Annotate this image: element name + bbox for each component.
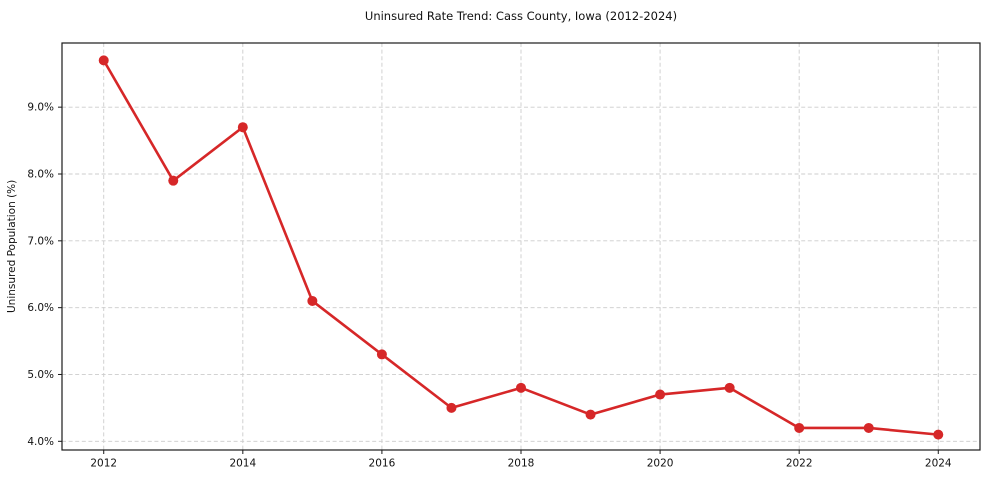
y-tick-label: 9.0% <box>27 102 54 114</box>
x-tick-label: 2022 <box>786 458 813 470</box>
data-point <box>585 409 596 420</box>
data-point <box>237 122 248 133</box>
y-tick-label: 5.0% <box>27 369 54 381</box>
x-tick-label: 2014 <box>229 458 256 470</box>
y-tick-label: 4.0% <box>27 436 54 448</box>
x-tick-label: 2020 <box>647 458 674 470</box>
x-tick-label: 2024 <box>925 458 952 470</box>
data-point <box>863 422 874 433</box>
data-point <box>98 55 109 66</box>
data-point <box>307 295 318 306</box>
data-point <box>724 382 735 393</box>
x-tick-label: 2012 <box>90 458 117 470</box>
data-point <box>446 402 457 413</box>
x-tick-label: 2016 <box>369 458 396 470</box>
data-point <box>516 382 526 393</box>
data-point <box>376 349 387 360</box>
x-tick-label: 2018 <box>508 458 535 470</box>
y-tick-label: 6.0% <box>27 302 54 314</box>
y-tick-label: 8.0% <box>27 168 54 180</box>
data-point <box>168 175 179 186</box>
y-tick-label: 7.0% <box>27 235 54 247</box>
chart-title: Uninsured Rate Trend: Cass County, Iowa … <box>364 9 678 23</box>
data-point <box>794 422 805 433</box>
data-point <box>655 389 666 400</box>
data-point <box>933 429 944 440</box>
